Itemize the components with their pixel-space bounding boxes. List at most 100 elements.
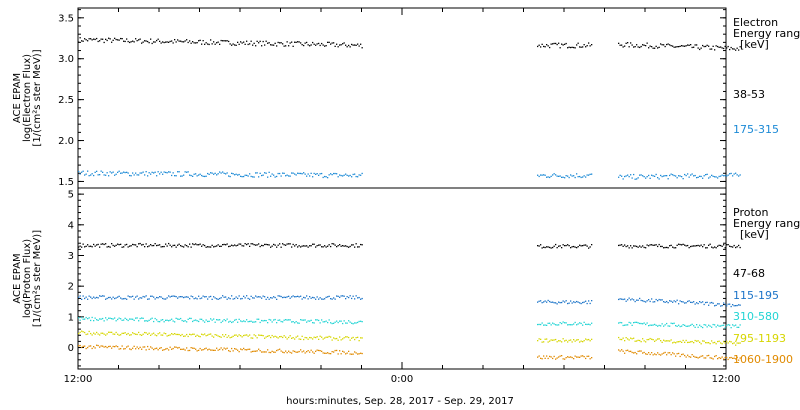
data-point [223,319,225,321]
data-point [576,247,578,249]
data-point [558,42,560,44]
data-point [586,245,588,247]
data-point [684,45,686,47]
data-point [91,246,93,248]
legend-item: 38-53 [733,88,765,101]
data-point [82,318,84,320]
data-point [165,41,167,43]
data-point [96,170,98,172]
data-point [121,332,123,334]
data-point [351,43,353,46]
data-point [180,296,182,298]
data-point [141,348,143,350]
data-point [289,351,291,354]
data-point [538,300,540,302]
data-point [726,325,728,327]
data-point [139,242,141,245]
data-point [721,245,723,247]
data-point [729,245,731,247]
data-point [348,296,350,299]
data-point [582,245,584,247]
data-point [112,296,114,298]
data-point [286,41,288,43]
data-point [171,246,173,248]
data-point [231,321,233,324]
data-point [294,296,296,298]
data-point [685,245,687,247]
data-point [721,47,723,49]
y-axis-label-line: [1/(cm²s ster MeV)] [32,230,43,327]
data-point [723,175,725,177]
data-point [217,244,219,246]
data-point [175,246,177,248]
data-point [243,347,245,350]
data-point [88,317,90,319]
data-point [627,349,629,351]
y-axis-label: ACE EPAMlog(Proton Flux)[1/(cm²s ster Me… [12,230,43,327]
data-point [663,175,665,177]
data-point [229,337,231,339]
data-point [538,44,540,46]
data-point [619,321,621,324]
data-point [286,319,288,321]
data-point [196,334,198,336]
data-point [541,358,543,360]
data-point [298,350,300,353]
data-point [280,42,282,44]
data-point [280,335,282,338]
data-point [634,340,636,342]
data-point [187,246,189,248]
data-point [261,45,263,47]
data-point [621,349,623,351]
data-point [552,43,554,45]
data-point [232,350,234,352]
data-point [721,356,723,358]
data-point [622,350,624,352]
data-point [691,46,693,49]
data-point [672,301,674,303]
data-point [184,171,186,173]
data-point [171,348,173,350]
data-point [108,245,110,248]
data-point [354,173,356,175]
data-point [235,334,237,336]
data-point [639,297,641,300]
data-point [628,247,630,249]
data-point [568,302,570,304]
data-point [564,245,566,247]
data-point [162,246,164,248]
data-point [261,351,263,353]
data-point [163,171,165,173]
data-point [336,246,338,248]
data-point [714,246,716,248]
data-point [141,317,143,319]
data-point [696,324,698,326]
data-point [88,330,90,333]
data-point [117,39,119,41]
data-point [129,245,131,247]
data-point [565,322,567,324]
data-point [232,335,234,337]
data-point [280,175,282,177]
data-point [298,338,300,340]
data-point [181,175,183,177]
data-point [702,44,704,47]
data-point [99,246,101,248]
data-point [234,244,236,246]
data-point [682,178,684,180]
data-point [330,353,332,355]
data-point [232,43,234,45]
data-point [192,296,194,298]
data-point [694,356,696,358]
data-point [220,297,222,299]
data-point [198,244,200,246]
data-point [709,243,711,245]
data-point [636,178,638,180]
data-point [619,44,621,46]
data-point [193,319,195,322]
data-point [333,297,335,299]
data-point [342,43,344,45]
data-point [568,245,570,247]
data-point [153,296,155,298]
data-point [639,350,641,352]
